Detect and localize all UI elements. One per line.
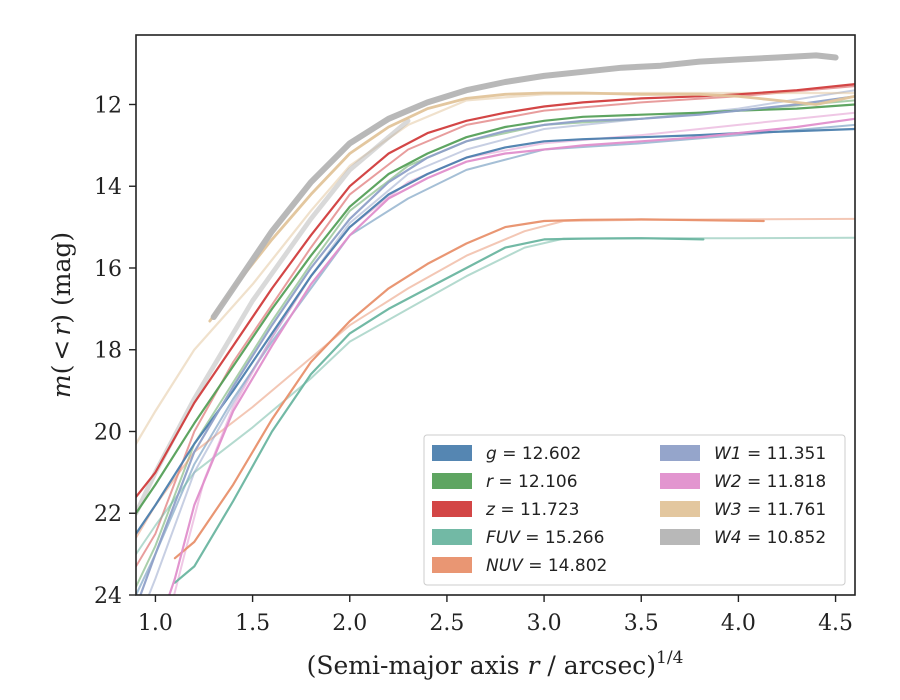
x-tick-label: 2.0 xyxy=(332,611,367,636)
legend-swatch-fuv xyxy=(432,529,472,545)
axis-ticks: 1.0 1.5 2.0 2.5 3.0 3.5 4.0 4.5 12 14 16 18 20 22 24 xyxy=(94,93,853,636)
legend-label-z: z = 11.723 xyxy=(485,500,579,520)
legend-label-w3: W3 = 11.761 xyxy=(714,500,826,520)
legend-label-w4: W4 = 10.852 xyxy=(714,528,826,548)
y-tick-label: 22 xyxy=(94,502,122,527)
legend-swatch-w2 xyxy=(660,473,700,489)
legend-frame xyxy=(423,434,846,586)
data-lines xyxy=(136,52,855,595)
y-tick-label: 20 xyxy=(94,420,122,445)
legend-swatch-z xyxy=(432,501,472,517)
y-tick-label: 18 xyxy=(94,339,122,364)
plot-frame xyxy=(135,34,856,596)
legend-swatch-w3 xyxy=(660,501,700,517)
x-tick-label: 4.0 xyxy=(721,611,756,636)
series-line-w3 xyxy=(208,91,855,323)
x-tick-label: 1.0 xyxy=(138,611,173,636)
legend-swatch-r xyxy=(432,473,472,489)
x-tick-label: 1.5 xyxy=(235,611,270,636)
legend-label-nuv: NUV = 14.802 xyxy=(486,556,607,576)
legend-label-w1: W1 = 11.351 xyxy=(714,444,826,464)
legend-swatch-nuv xyxy=(432,557,472,573)
series-line-w1 xyxy=(139,95,855,595)
legend-swatch-g xyxy=(432,445,472,461)
y-tick-label: 24 xyxy=(94,584,122,609)
y-tick-label: 12 xyxy=(94,93,122,118)
legend-swatch-w4 xyxy=(660,529,700,545)
series-line-fuv xyxy=(173,237,705,584)
series-line-z-alt xyxy=(136,85,855,568)
series-line-w4 xyxy=(210,52,839,320)
x-tick-label: 3.0 xyxy=(527,611,562,636)
y-tick-label: 16 xyxy=(94,257,122,282)
y-axis-label: m(<r) (mag) xyxy=(47,232,76,398)
x-axis-label: (Semi-major axis r / arcsec)1/4 xyxy=(307,648,684,680)
legend: g = 12.602 r = 12.106 z = 11.723 FUV = 15.2… xyxy=(423,434,846,586)
legend-label-w2: W2 = 11.818 xyxy=(714,472,826,492)
series-line-nuv xyxy=(173,218,765,560)
legend-label-g: g = 12.602 xyxy=(486,444,581,464)
series-line-r xyxy=(136,103,855,515)
y-tick-label: 14 xyxy=(94,175,122,200)
legend-label-fuv: FUV = 15.266 xyxy=(486,528,604,548)
legend-swatch-w1 xyxy=(660,445,700,461)
x-tick-label: 3.5 xyxy=(624,611,659,636)
x-tick-label: 2.5 xyxy=(429,611,464,636)
series-line-w2 xyxy=(168,117,855,595)
x-tick-label: 4.5 xyxy=(818,611,853,636)
legend-label-r: r = 12.106 xyxy=(486,472,578,492)
